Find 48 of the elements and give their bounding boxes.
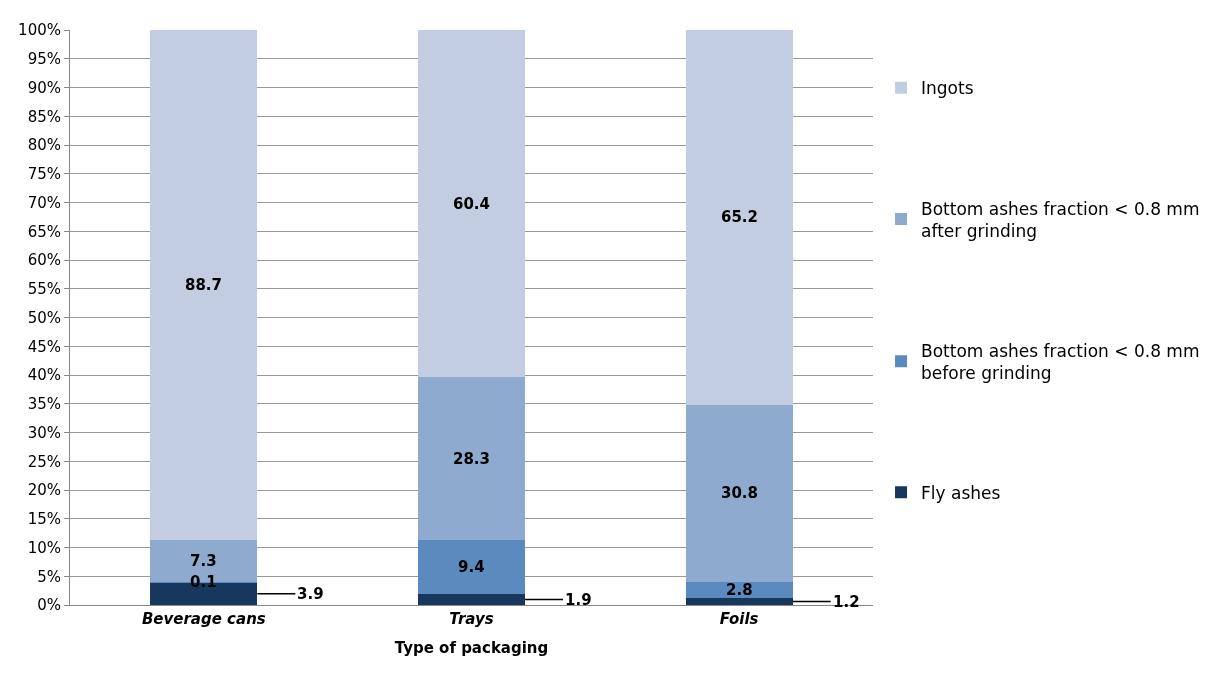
y-tick-label: 15% [27,510,61,528]
y-tick-label: 90% [27,78,61,97]
x-axis-title: Type of packaging [394,639,549,657]
data-label: 30.8 [721,484,759,502]
data-label: 1.2 [833,593,860,611]
y-tick-label: 40% [27,366,61,385]
y-tick-label: 65% [27,222,61,241]
y-tick-label: 10% [27,538,61,557]
legend-label: Ingots [921,78,974,99]
y-tick-label: 25% [27,452,61,471]
bar [417,540,526,595]
y-tick-label: 75% [27,165,61,183]
y-tick-label: 100% [18,21,61,40]
data-label: 3.9 [297,585,324,603]
legend-label: Bottom ashes fraction < 0.8 mm before grinding [921,340,1200,383]
y-tick-label: 45% [27,337,61,356]
x-tick-label: Beverage cans [141,610,266,628]
y-tick-label: 80% [27,136,61,155]
legend-label: Bottom ashes fraction < 0.8 mm after grinding [921,198,1200,241]
bar [417,377,526,541]
data-label: 2.8 [726,581,753,599]
y-tick-label: 50% [27,308,61,327]
bar [685,30,793,405]
x-tick-label: Foils [719,610,759,628]
data-label: 1.9 [565,591,592,609]
data-label: 60.4 [453,195,491,213]
data-label: 65.2 [721,208,759,226]
x-tick-label: Trays [449,610,494,628]
data-label: 7.3 [190,552,217,570]
y-tick-label: 20% [27,481,61,500]
y-tick-label: 85% [27,107,61,126]
data-label: 9.4 [458,558,485,576]
y-tick-label: 30% [27,423,61,442]
y-tick-label: 60% [27,251,61,270]
bar [685,598,793,605]
y-tick-label: 35% [27,395,61,413]
y-tick-label: 70% [27,193,61,212]
legend-label: Fly ashes [921,482,1001,503]
y-tick-label: 5% [37,567,61,586]
bar [417,594,526,605]
data-label: 88.7 [185,276,223,294]
bar [150,30,258,541]
y-tick-label: 95% [27,50,61,68]
bar [685,404,793,582]
bar [417,30,526,378]
data-label: 28.3 [453,450,491,468]
y-tick-label: 55% [27,280,61,298]
y-tick-label: 0% [37,596,61,615]
